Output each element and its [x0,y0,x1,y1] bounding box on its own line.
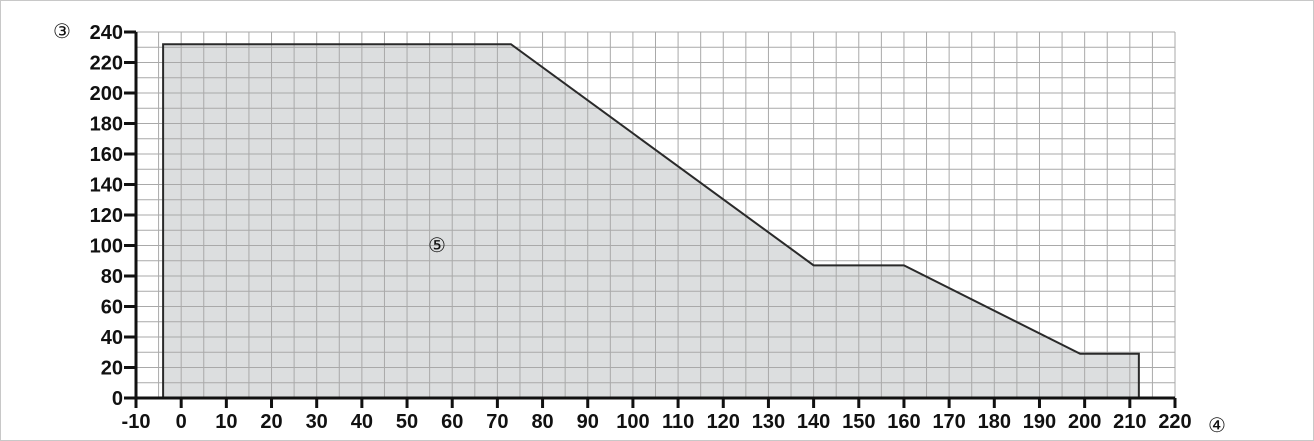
y-tick-label: 120 [90,205,123,227]
plot-area [163,44,1139,398]
x-tick-label: 60 [441,411,463,433]
y-tick-label: 80 [101,266,123,288]
y-tick-label: 180 [90,114,123,136]
y-tick-label: 140 [90,175,123,197]
x-tick-label: 90 [577,411,599,433]
y-tick-label: 220 [90,53,123,75]
x-tick-label: 160 [887,411,920,433]
y-tick-label: 160 [90,144,123,166]
x-tick-label: 50 [396,411,418,433]
x-tick-label: 120 [707,411,740,433]
region-label: ⑤ [428,235,446,257]
y-tick-label: 200 [90,83,123,105]
x-tick-label: 190 [1023,411,1056,433]
x-tick-label: 210 [1113,411,1146,433]
y-tick-label: 60 [101,297,123,319]
x-tick-label: 220 [1158,411,1191,433]
y-tick-label: 20 [101,358,123,380]
x-tick-label: 140 [797,411,830,433]
x-axis-marker: ④ [1208,415,1226,437]
axes [124,30,1177,408]
x-tick-label: 40 [351,411,373,433]
x-tick-label: 70 [486,411,508,433]
x-tick-label: 180 [978,411,1011,433]
y-tick-label: 0 [112,388,123,410]
x-tick-label: 170 [932,411,965,433]
y-tick-label: 100 [90,236,123,258]
y-axis-marker: ③ [53,21,71,43]
x-tick-label: 30 [306,411,328,433]
area-outline [162,43,1140,398]
area-fill [163,44,1139,398]
x-tick-label: 100 [616,411,649,433]
x-tick-label: 130 [752,411,785,433]
x-tick-label: 10 [215,411,237,433]
y-tick-label: 40 [101,327,123,349]
x-tick-label: 110 [662,411,694,433]
x-tick-label: 80 [531,411,553,433]
x-tick-label: 0 [176,411,187,433]
x-tick-label: 150 [842,411,875,433]
x-tick-label: -10 [122,411,151,433]
y-tick-label: 240 [90,22,123,44]
x-tick-label: 20 [260,411,282,433]
x-tick-label: 200 [1068,411,1101,433]
